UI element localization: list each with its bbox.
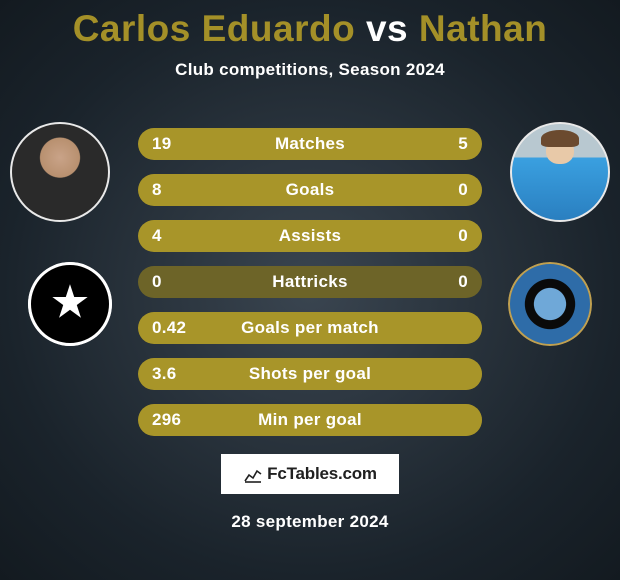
stat-label: Min per goal <box>258 410 362 430</box>
stat-value-right: 0 <box>458 180 468 200</box>
stat-value-left: 19 <box>152 134 172 154</box>
stat-fill-right <box>410 128 482 160</box>
player1-name: Carlos Eduardo <box>73 8 356 49</box>
stat-label: Shots per goal <box>249 364 371 384</box>
stat-label: Hattricks <box>272 272 347 292</box>
player2-avatar <box>510 122 610 222</box>
stat-value-left: 0.42 <box>152 318 186 338</box>
source-logo: FcTables.com <box>221 454 399 494</box>
stat-row: 3.6 Shots per goal <box>138 358 482 390</box>
stat-value-right: 5 <box>458 134 468 154</box>
page-title: Carlos Eduardo vs Nathan <box>0 8 620 50</box>
stats-area: 19 Matches 5 8 Goals 0 4 Assists 0 0 Hattricks 0 0.4… <box>0 128 620 436</box>
stat-value-right: 0 <box>458 272 468 292</box>
stat-row: 0 Hattricks 0 <box>138 266 482 298</box>
player2-photo <box>512 124 608 220</box>
stat-label: Assists <box>279 226 342 246</box>
stat-value-left: 0 <box>152 272 162 292</box>
vs-text: vs <box>366 8 408 49</box>
stat-label: Goals per match <box>241 318 379 338</box>
stat-value-left: 4 <box>152 226 162 246</box>
player1-avatar <box>10 122 110 222</box>
stat-label: Goals <box>286 180 335 200</box>
date-text: 28 september 2024 <box>0 512 620 532</box>
player2-club-badge <box>508 262 592 346</box>
botafogo-badge-icon <box>28 262 112 346</box>
stat-value-left: 296 <box>152 410 181 430</box>
gremio-badge-icon <box>508 262 592 346</box>
comparison-card: Carlos Eduardo vs Nathan Club competitio… <box>0 0 620 580</box>
stat-rows: 19 Matches 5 8 Goals 0 4 Assists 0 0 Hattricks 0 0.4… <box>138 128 482 436</box>
stat-fill-left <box>138 128 410 160</box>
stat-value-left: 8 <box>152 180 162 200</box>
player1-photo <box>12 124 108 220</box>
stat-value-left: 3.6 <box>152 364 177 384</box>
fctables-icon <box>243 464 263 484</box>
source-logo-text: FcTables.com <box>267 464 377 484</box>
stat-row: 19 Matches 5 <box>138 128 482 160</box>
stat-row: 0.42 Goals per match <box>138 312 482 344</box>
stat-row: 4 Assists 0 <box>138 220 482 252</box>
stat-value-right: 0 <box>458 226 468 246</box>
player2-name: Nathan <box>419 8 547 49</box>
player1-club-badge <box>28 262 112 346</box>
subtitle: Club competitions, Season 2024 <box>0 60 620 80</box>
stat-row: 8 Goals 0 <box>138 174 482 206</box>
stat-label: Matches <box>275 134 345 154</box>
stat-row: 296 Min per goal <box>138 404 482 436</box>
